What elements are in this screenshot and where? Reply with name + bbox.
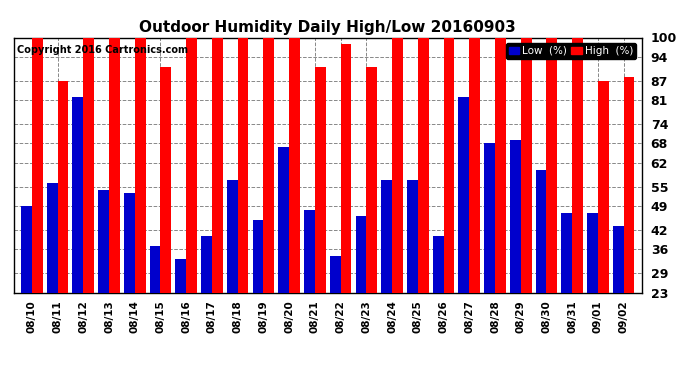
Bar — [562, 213, 572, 292]
Bar — [264, 38, 274, 292]
Bar — [392, 38, 403, 292]
Bar — [433, 236, 444, 292]
Bar — [572, 38, 583, 292]
Bar — [510, 140, 521, 292]
Bar — [212, 38, 223, 292]
Bar — [109, 38, 120, 292]
Bar — [175, 260, 186, 292]
Bar — [21, 206, 32, 292]
Bar — [57, 81, 68, 292]
Bar — [227, 180, 237, 292]
Bar — [83, 38, 94, 292]
Bar — [135, 38, 146, 292]
Bar — [418, 38, 428, 292]
Bar — [150, 246, 161, 292]
Bar — [546, 38, 558, 292]
Bar — [366, 67, 377, 292]
Bar — [32, 38, 43, 292]
Bar — [458, 97, 469, 292]
Bar — [315, 67, 326, 292]
Text: Copyright 2016 Cartronics.com: Copyright 2016 Cartronics.com — [17, 45, 188, 55]
Bar — [201, 236, 212, 292]
Title: Outdoor Humidity Daily High/Low 20160903: Outdoor Humidity Daily High/Low 20160903 — [139, 20, 516, 35]
Bar — [407, 180, 418, 292]
Bar — [186, 38, 197, 292]
Bar — [382, 180, 392, 292]
Bar — [124, 193, 135, 292]
Bar — [304, 210, 315, 292]
Bar — [237, 38, 248, 292]
Bar — [587, 213, 598, 292]
Bar — [161, 67, 171, 292]
Bar — [598, 81, 609, 292]
Bar — [278, 147, 289, 292]
Bar — [484, 144, 495, 292]
Bar — [495, 38, 506, 292]
Bar — [355, 216, 366, 292]
Bar — [330, 256, 341, 292]
Bar — [521, 38, 531, 292]
Bar — [289, 38, 300, 292]
Bar — [72, 97, 83, 292]
Legend: Low  (%), High  (%): Low (%), High (%) — [506, 43, 636, 59]
Bar — [469, 38, 480, 292]
Bar — [253, 220, 264, 292]
Bar — [624, 77, 635, 292]
Bar — [613, 226, 624, 292]
Bar — [47, 183, 57, 292]
Bar — [341, 44, 351, 292]
Bar — [98, 190, 109, 292]
Bar — [535, 170, 546, 292]
Bar — [444, 38, 454, 292]
